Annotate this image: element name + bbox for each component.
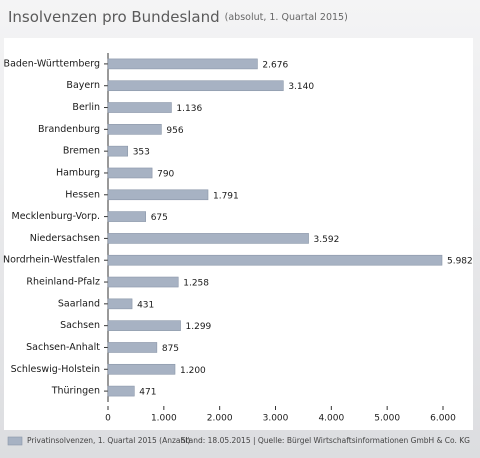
x-tick-label: 2.000	[207, 414, 233, 424]
y-tick-label: Schleswig-Holstein	[11, 364, 100, 375]
value-label: 1.136	[176, 104, 202, 114]
chart-title: Insolvenzen pro Bundesland (absolut, 1. Q…	[8, 8, 348, 26]
y-tick-label: Sachsen-Anhalt	[26, 342, 100, 353]
value-label: 956	[166, 126, 183, 136]
bar	[107, 233, 309, 244]
bar	[107, 298, 133, 310]
value-label: 790	[157, 169, 174, 179]
x-tick-label: 0	[105, 414, 111, 424]
value-label: 431	[137, 300, 154, 310]
y-tick-label: Saarland	[58, 298, 100, 309]
source: Stand: 18.05.2015 | Quelle: Bürgel Wirts…	[181, 436, 470, 445]
x-tick-label: 6.000	[430, 414, 456, 424]
x-tick-label: 1.000	[151, 414, 177, 424]
y-tick-label: Sachsen	[60, 320, 100, 331]
bar	[107, 320, 181, 331]
value-label: 3.140	[288, 82, 314, 92]
y-tick-label: Hessen	[65, 189, 100, 200]
y-tick-label: Mecklenburg-Vorp.	[12, 211, 101, 222]
value-label: 1.299	[186, 322, 212, 332]
value-label: 3.592	[314, 235, 340, 245]
y-tick-label: Niedersachsen	[30, 233, 100, 244]
value-label: 875	[162, 344, 179, 354]
value-label: 675	[151, 213, 168, 223]
value-label: 2.676	[262, 60, 288, 70]
bar	[107, 58, 258, 70]
bar	[107, 167, 153, 179]
x-tick-label: 4.000	[318, 414, 344, 424]
y-tick-label: Thüringen	[51, 386, 100, 397]
x-tick-label: 5.000	[374, 414, 400, 424]
bar	[107, 254, 443, 266]
y-tick-label: Bremen	[63, 146, 100, 157]
bar	[107, 80, 284, 92]
bar	[107, 145, 129, 157]
y-tick-label: Berlin	[72, 102, 100, 113]
x-tick-label: 3.000	[263, 414, 289, 424]
bar	[107, 124, 162, 135]
y-tick-label: Bayern	[66, 80, 100, 91]
value-label: 5.982	[447, 257, 473, 267]
legend-label: Privatinsolvenzen, 1. Quartal 2015 (Anza…	[27, 436, 190, 445]
y-tick-label: Rheinland-Pfalz	[26, 277, 100, 288]
title: Insolvenzen pro Bundesland	[8, 8, 220, 26]
value-label: 1.258	[183, 279, 209, 289]
bar	[107, 102, 172, 113]
bar	[107, 189, 209, 201]
bar	[107, 363, 176, 375]
y-tick-label: Brandenburg	[38, 124, 100, 135]
y-tick-label: Nordrhein-Westfalen	[3, 255, 100, 266]
value-label: 471	[139, 388, 156, 398]
bar	[107, 385, 135, 397]
subtitle: (absolut, 1. Quartal 2015)	[225, 12, 348, 23]
legend-swatch	[7, 436, 23, 446]
y-tick-label: Hamburg	[56, 167, 100, 178]
value-label: 1.791	[213, 191, 239, 201]
y-tick-label: Baden-Württemberg	[4, 58, 100, 69]
bar	[107, 276, 179, 288]
value-label: 353	[133, 148, 150, 158]
value-label: 1.200	[180, 366, 206, 376]
bar	[107, 342, 158, 353]
bar	[107, 211, 146, 222]
